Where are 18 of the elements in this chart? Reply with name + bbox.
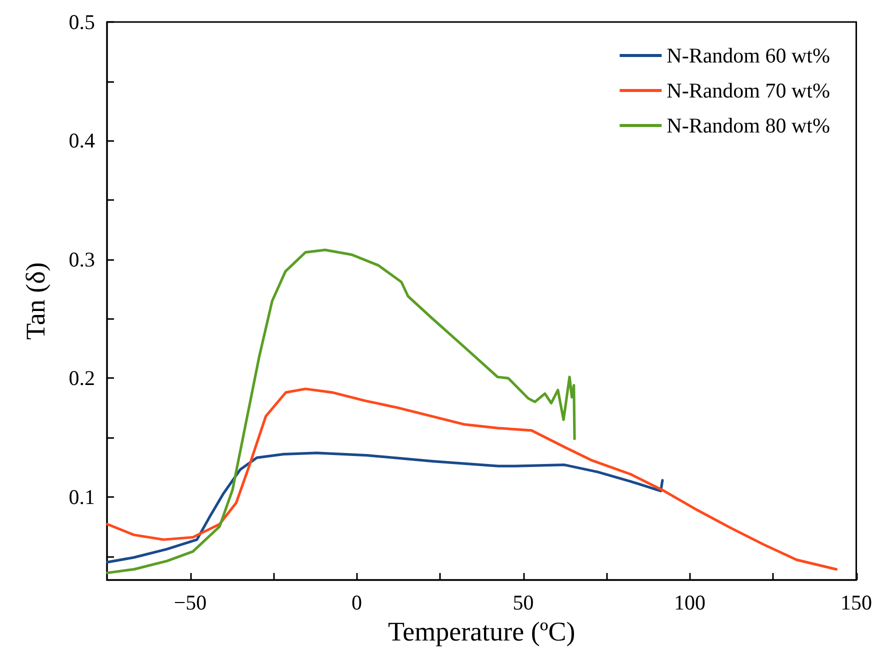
line-series [106, 248, 576, 574]
line-series [106, 452, 664, 564]
x-tick-label: −50 [174, 590, 207, 614]
line-series [106, 388, 838, 571]
legend-label: N-Random 60 wt% [666, 44, 830, 68]
y-axis-title: Tan (δ) [20, 262, 50, 340]
y-tick-label: 0.2 [68, 366, 95, 390]
x-axis-title: Temperature (ºC) [388, 616, 576, 646]
y-tick-label: 0.4 [68, 128, 96, 153]
x-tick-label: 100 [674, 590, 706, 614]
y-tick-label: 0.3 [68, 247, 95, 272]
legend-label: N-Random 70 wt% [666, 78, 830, 102]
x-tick-label: 150 [840, 590, 872, 614]
x-tick-label: 0 [352, 590, 362, 614]
legend-label: N-Random 80 wt% [666, 114, 830, 138]
x-tick-label: 50 [512, 590, 534, 614]
y-tick-label: 0.5 [68, 10, 95, 34]
y-tick-label: 0.1 [68, 484, 95, 509]
